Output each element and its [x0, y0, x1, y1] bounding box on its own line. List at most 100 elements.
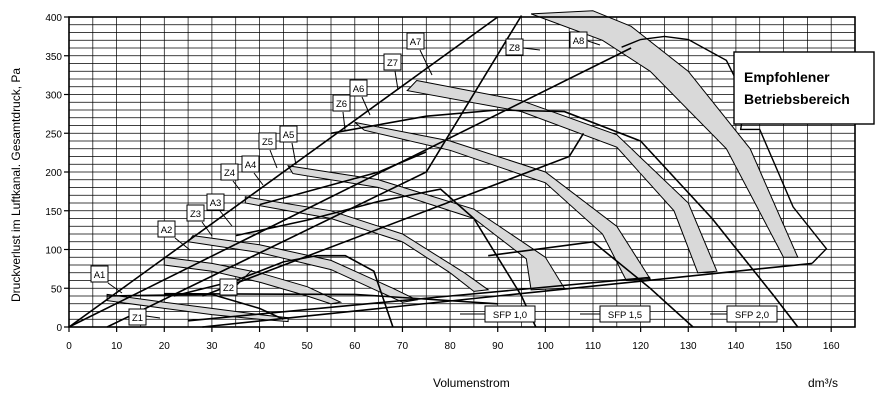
x-tick-label: 40 [254, 341, 266, 352]
sfp-frame [599, 305, 651, 323]
curve-tag-a6: A6 [349, 79, 371, 116]
tag-frame [157, 220, 176, 238]
fan-band-3 [187, 235, 419, 303]
curve-tag-z6: Z6 [332, 94, 351, 131]
tag-leader [107, 282, 123, 294]
diagonal-line-1 [68, 16, 499, 328]
curve-tag-z7: Z7 [383, 53, 402, 91]
tag-leader [394, 70, 399, 91]
tag-leader [232, 180, 241, 191]
x-ticks: 0 10 20 30 40 50 60 70 80 90 100 110 120 130 140 150 160 [66, 327, 840, 352]
y-tick-label: 250 [45, 129, 62, 140]
system-curve-4 [330, 109, 799, 328]
sfp-label-2: SFP 1,5 [580, 305, 651, 323]
y-axis-label: Druckverlust im Luftkanal. Gesamtdruck, … [9, 68, 23, 302]
sfp-text: SFP 1,5 [608, 310, 642, 321]
x-tick-label: 20 [159, 341, 171, 352]
tag-leader [361, 96, 371, 116]
curve-tag-a1: A1 [90, 265, 123, 294]
tag-leader [145, 315, 161, 319]
tag-leader [522, 47, 541, 51]
tag-leader [201, 221, 213, 237]
sfp-label-3: SFP 2,0 [710, 305, 778, 323]
fan-band-7 [406, 79, 718, 274]
y-ticks: 0 50 100 150 200 250 300 350 400 [45, 13, 69, 334]
fan-band-2 [163, 256, 343, 305]
tag-label: Z2 [223, 283, 234, 294]
tag-label: A7 [410, 37, 422, 48]
tag-frame [332, 94, 351, 112]
y-tick-label: 400 [45, 13, 62, 24]
tag-frame [406, 32, 425, 50]
sfp-line-2 [188, 276, 651, 322]
curve-tag-a2: A2 [157, 220, 191, 251]
diagonal-line-3 [106, 15, 523, 328]
diagonal-line-2 [68, 47, 632, 328]
tag-label: A5 [283, 130, 295, 141]
y-tick-label: 150 [45, 207, 62, 218]
x-tick-label: 70 [397, 341, 409, 352]
curve-tag-a5: A5 [279, 125, 298, 166]
legend-frame [733, 51, 875, 125]
tag-label: Z7 [387, 58, 398, 69]
tag-frame [90, 265, 109, 283]
x-tick-label: 100 [537, 341, 554, 352]
x-axis-label: Volumenstrom [433, 376, 510, 390]
curve-tags: A1 A2 A3 A4 A5 A6 A7 A8 Z1 Z2 Z3 Z4 Z5 Z6 Z7 Z8 SFP 1,0 S… [90, 31, 778, 326]
system-curve-3 [235, 188, 537, 328]
curve-tag-a3: A3 [206, 193, 233, 227]
tag-label: A8 [573, 36, 585, 47]
curve-tag-z1: Z1 [128, 308, 161, 326]
system-curve-1 [107, 293, 284, 321]
tag-label: Z6 [336, 99, 347, 110]
curve-tag-z8: Z8 [505, 38, 541, 56]
legend-line2: Betriebsbereich [744, 91, 850, 107]
curve-tag-a4: A4 [241, 155, 264, 186]
x-tick-label: 0 [66, 341, 72, 352]
x-tick-label: 30 [206, 341, 218, 352]
tag-leader [269, 149, 278, 169]
sfp-text: SFP 2,0 [735, 310, 769, 321]
curve-tag-z2: Z2 [219, 269, 253, 296]
tag-label: A2 [161, 225, 173, 236]
tag-frame [206, 193, 225, 211]
diagonal-line-4 [202, 132, 585, 297]
curve-tag-a7: A7 [406, 32, 433, 76]
tag-label: A4 [245, 160, 257, 171]
system-curve-5 [488, 240, 694, 328]
tag-frame [349, 79, 368, 97]
fan-band-4 [244, 196, 490, 292]
x-tick-label: 90 [492, 341, 504, 352]
tag-frame [220, 163, 239, 181]
sfp-line-3 [202, 262, 813, 328]
curve-tag-a8: A8 [569, 31, 601, 49]
tag-label: Z4 [224, 168, 235, 179]
diagonal-lines [68, 15, 632, 328]
curve-tag-z5: Z5 [258, 132, 278, 169]
tag-frame [279, 125, 298, 143]
fan-band-1 [106, 293, 289, 323]
tag-frame [383, 53, 402, 71]
tag-leader [587, 40, 601, 46]
tag-leader [174, 237, 191, 251]
tag-frame [186, 204, 205, 222]
x-tick-label: 60 [349, 341, 361, 352]
sfp-frame [484, 305, 536, 323]
x-tick-label: 150 [775, 341, 792, 352]
tag-leader [419, 49, 433, 76]
tag-frame [219, 278, 238, 296]
tag-label: A3 [210, 198, 222, 209]
tag-label: A1 [94, 270, 106, 281]
y-tick-label: 200 [45, 168, 62, 179]
x-tick-label: 140 [728, 341, 745, 352]
y-tick-label: 0 [56, 323, 62, 334]
tag-frame [241, 155, 260, 173]
y-tick-label: 300 [45, 91, 62, 102]
tag-label: A6 [353, 84, 365, 95]
x-tick-label: 50 [302, 341, 314, 352]
diagonal-line-5 [259, 151, 427, 206]
fan-band-5 [287, 165, 566, 291]
tag-leader [291, 142, 297, 166]
sfp-label-1: SFP 1,0 [460, 305, 536, 323]
